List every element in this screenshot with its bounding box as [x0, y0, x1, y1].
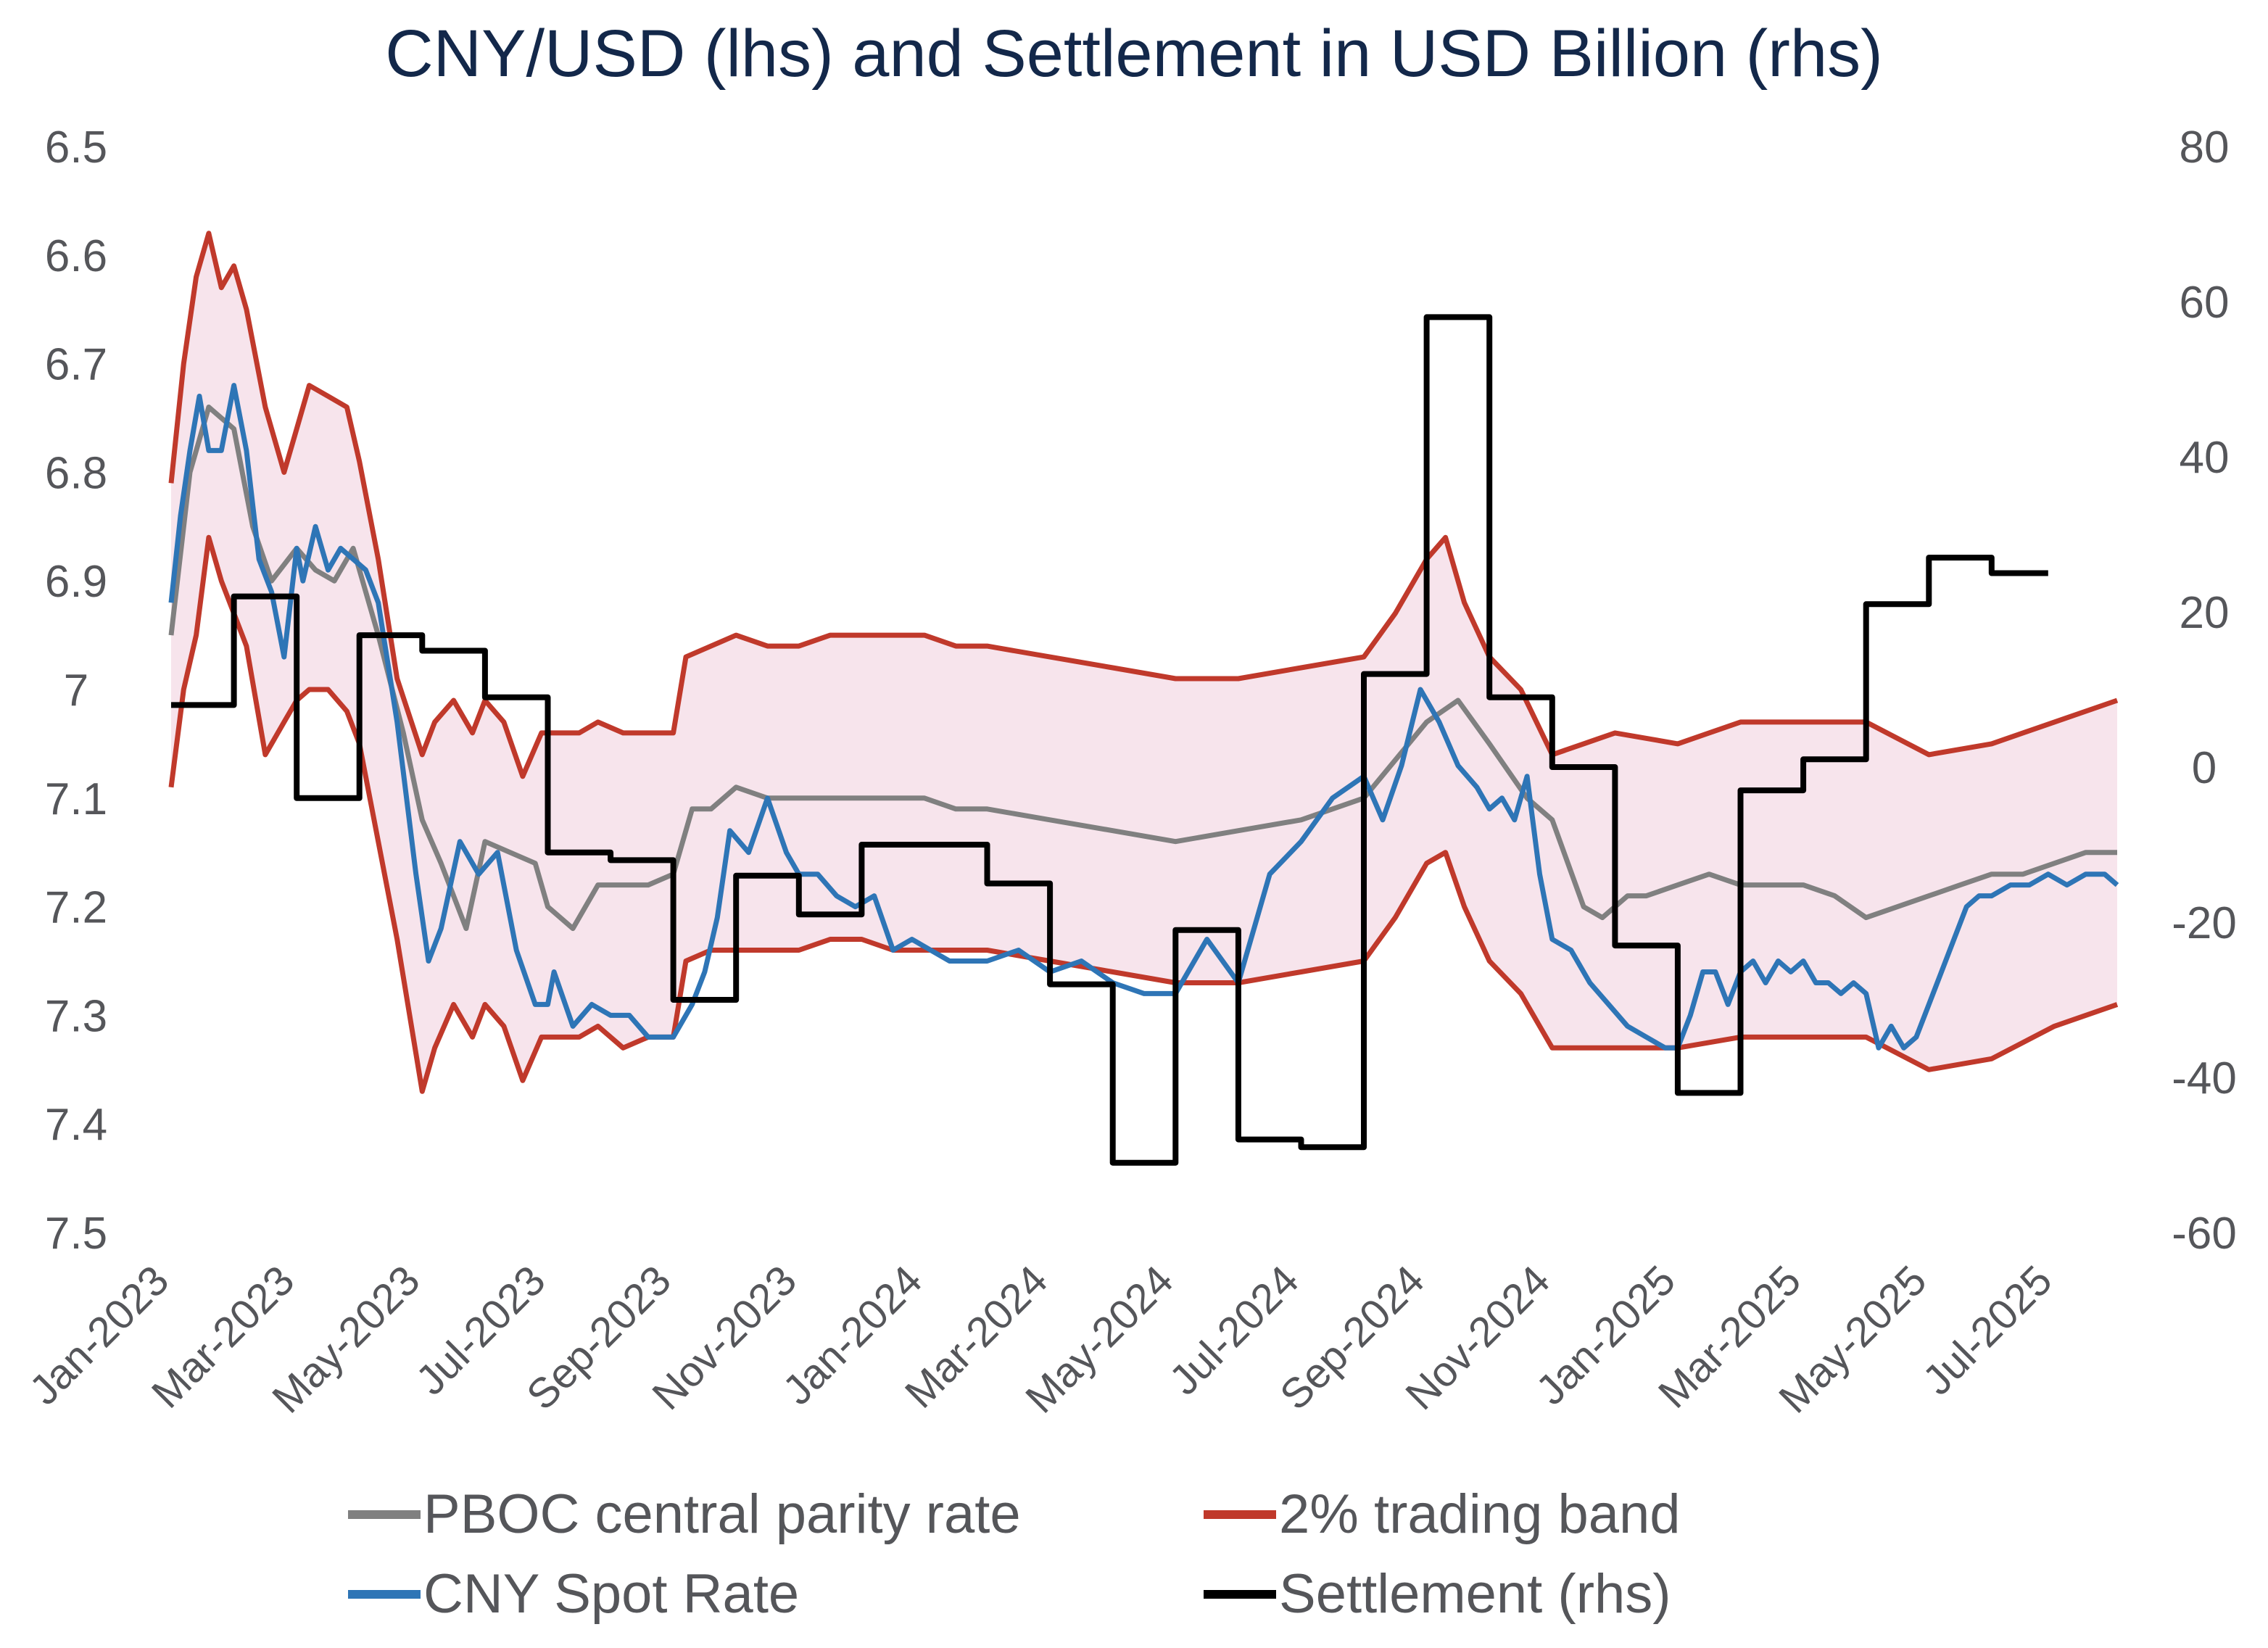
- y-left-tick-label: 7.5: [45, 1209, 107, 1259]
- y-right-tick-label: -40: [2172, 1053, 2237, 1104]
- y-left-tick-label: 6.8: [45, 448, 107, 498]
- band-fill-layer: [171, 233, 2117, 1092]
- y-right-tick-label: 40: [2180, 433, 2230, 483]
- y-left-tick-label: 7.4: [45, 1100, 107, 1150]
- y-right-tick-label: 20: [2180, 588, 2230, 638]
- series-line-band-upper: [168, 231, 2119, 779]
- series-line-settlement: [171, 314, 2048, 1166]
- series-line-spot: [168, 383, 2119, 1051]
- y-left-tick-label: 7.1: [45, 774, 107, 824]
- y-right-tick-label: 60: [2180, 278, 2230, 328]
- y-left-tick-label: 6.9: [45, 557, 107, 607]
- y-right-tick-label: -20: [2172, 898, 2237, 948]
- y-left-tick-label: 6.5: [45, 123, 107, 173]
- y-right-tick-label: -60: [2172, 1209, 2237, 1259]
- y-left-tick-label: 7.3: [45, 991, 107, 1041]
- y-left-tick-label: 6.7: [45, 340, 107, 390]
- x-tick-label: Jul-2025: [1913, 1256, 2061, 1404]
- y-right-tick-label: 80: [2180, 123, 2230, 173]
- y-right-tick-label: 0: [2192, 743, 2217, 793]
- series-line-band-lower: [168, 534, 2119, 1094]
- lines-layer: [168, 231, 2119, 1166]
- chart-title: CNY/USD (lhs) and Settlement in USD Bill…: [385, 17, 1883, 91]
- y-left-tick-label: 7.2: [45, 883, 107, 933]
- y-left-tick-label: 6.6: [45, 231, 107, 281]
- band-fill-area: [171, 233, 2117, 1092]
- y-left-tick-label: 7: [64, 666, 88, 716]
